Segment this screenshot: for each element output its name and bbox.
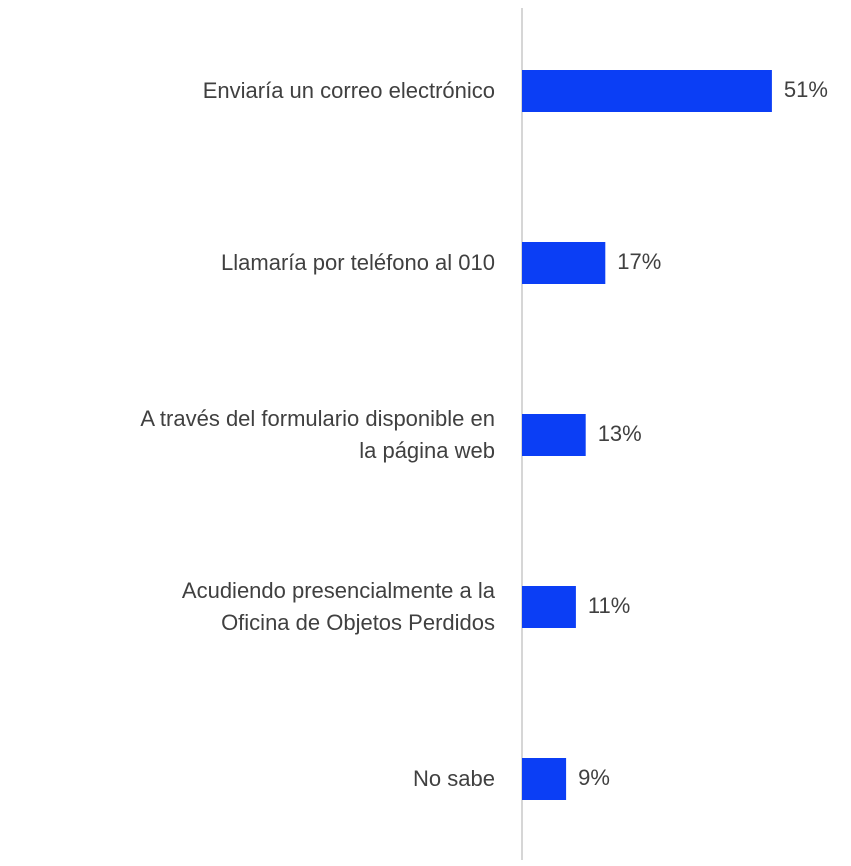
category-label: Acudiendo presencialmente a la Oficina d… bbox=[181, 578, 495, 635]
value-label: 11% bbox=[588, 593, 630, 618]
category-label: Enviaría un correo electrónico bbox=[202, 78, 495, 103]
category-label: No sabe bbox=[413, 766, 495, 791]
value-label: 17% bbox=[617, 249, 661, 274]
bar bbox=[522, 414, 586, 456]
category-label: Llamaría por teléfono al 010 bbox=[221, 250, 495, 275]
category-label: A través del formulario disponible en la… bbox=[140, 406, 495, 463]
value-label: 9% bbox=[578, 765, 610, 790]
bar bbox=[522, 586, 576, 628]
value-label: 13% bbox=[598, 421, 642, 446]
value-label: 51% bbox=[784, 77, 828, 102]
bar bbox=[522, 758, 567, 800]
bar bbox=[522, 70, 772, 112]
bar bbox=[522, 242, 606, 284]
